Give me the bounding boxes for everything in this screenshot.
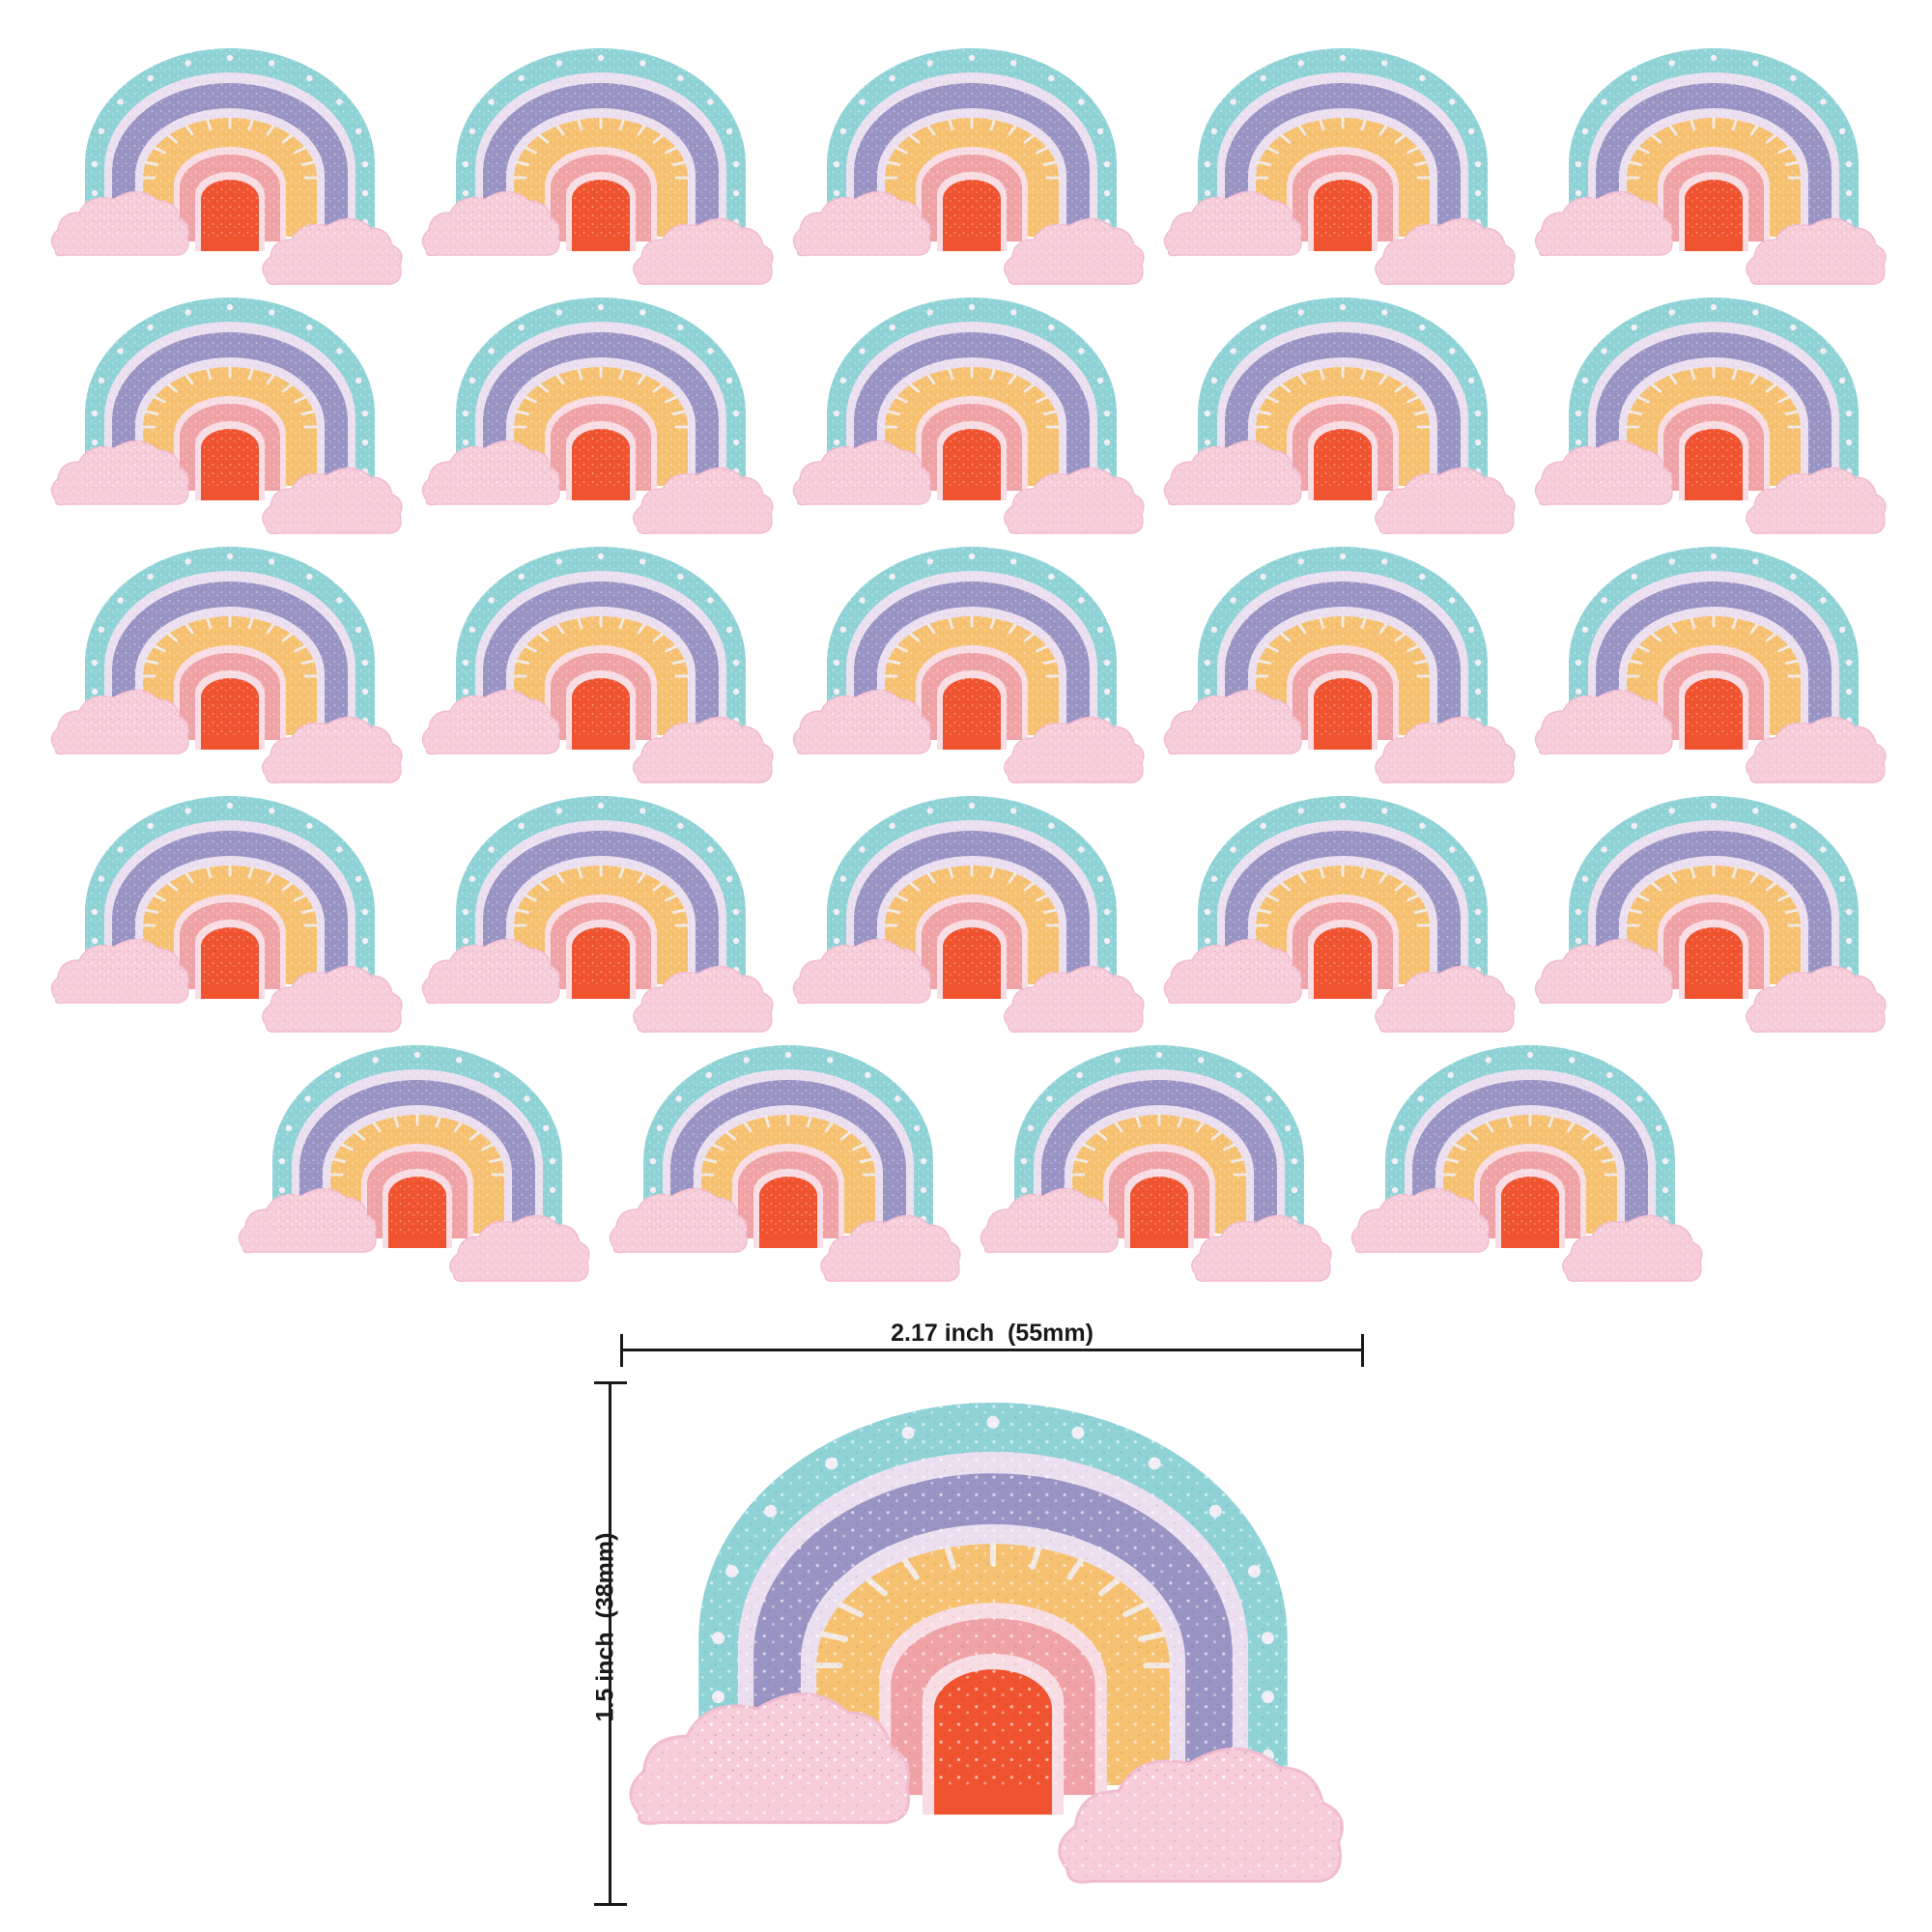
rainbow-sticker xyxy=(788,48,1155,299)
height-dimension-top-cap xyxy=(594,1381,627,1384)
rainbow-sticker xyxy=(788,298,1155,549)
width-dimension-line xyxy=(620,1349,1364,1351)
height-dimension-line xyxy=(609,1381,611,1906)
rainbow-sticker xyxy=(417,547,784,798)
rainbow-sticker xyxy=(1530,796,1897,1047)
rainbow-sticker-enlarged xyxy=(620,1403,1366,1913)
rainbow-sticker xyxy=(46,298,413,549)
rainbow-sticker xyxy=(1530,547,1897,798)
rainbow-sticker xyxy=(46,547,413,798)
rainbow-sticker xyxy=(1159,48,1526,299)
width-dimension-label: 2.17 inch (55mm) xyxy=(891,1320,1094,1347)
rainbow-sticker xyxy=(1159,298,1526,549)
rainbow-sticker xyxy=(1530,298,1897,549)
rainbow-sticker xyxy=(788,547,1155,798)
rainbow-sticker xyxy=(605,1045,972,1296)
rainbow-sticker xyxy=(417,298,784,549)
rainbow-sticker xyxy=(1347,1045,1714,1296)
height-dimension-bottom-cap xyxy=(594,1903,627,1906)
rainbow-sticker xyxy=(417,796,784,1047)
rainbow-sticker xyxy=(46,48,413,299)
width-dimension-right-cap xyxy=(1361,1334,1364,1367)
rainbow-sticker xyxy=(1159,796,1526,1047)
rainbow-sticker xyxy=(234,1045,601,1296)
rainbow-sticker xyxy=(788,796,1155,1047)
width-dimension-left-cap xyxy=(620,1334,623,1367)
rainbow-sticker xyxy=(1530,48,1897,299)
rainbow-sticker xyxy=(1159,547,1526,798)
rainbow-sticker xyxy=(417,48,784,299)
rainbow-sticker xyxy=(46,796,413,1047)
height-dimension-label: 1.5 inch (38mm) xyxy=(591,1532,619,1722)
rainbow-sticker xyxy=(976,1045,1343,1296)
